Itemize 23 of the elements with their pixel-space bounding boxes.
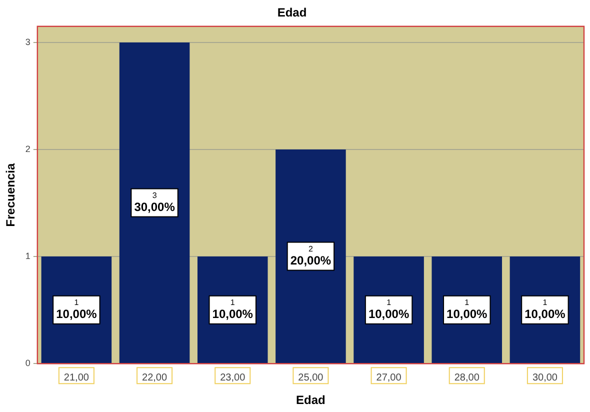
- y-tick-label: 2: [25, 144, 30, 154]
- y-tick-label: 0: [25, 358, 30, 368]
- data-label: 1 10,00%: [524, 298, 566, 322]
- y-axis-title: Frecuencia: [4, 163, 18, 227]
- x-tick-label: 23,00: [220, 372, 246, 384]
- data-label: 1 10,00%: [446, 298, 488, 322]
- data-label: 1 10,00%: [212, 298, 254, 322]
- x-tick-label: 28,00: [454, 372, 480, 384]
- data-label: 2 20,00%: [290, 244, 332, 268]
- bar: [119, 42, 190, 364]
- x-axis-title: Edad: [296, 393, 326, 408]
- x-tick-label: 27,00: [376, 372, 402, 384]
- x-tick-label: 21,00: [64, 372, 90, 384]
- y-tick-label: 3: [25, 36, 30, 47]
- chart-title: Edad: [277, 6, 307, 20]
- x-tick-label: 22,00: [142, 372, 168, 384]
- x-tick-label: 30,00: [532, 372, 558, 384]
- data-label: 1 10,00%: [368, 298, 410, 322]
- data-label: 3 30,00%: [134, 190, 176, 214]
- x-tick-label: 25,00: [298, 372, 324, 384]
- bar: [276, 150, 346, 364]
- data-label: 1 10,00%: [56, 298, 98, 322]
- y-tick-label: 1: [25, 251, 30, 262]
